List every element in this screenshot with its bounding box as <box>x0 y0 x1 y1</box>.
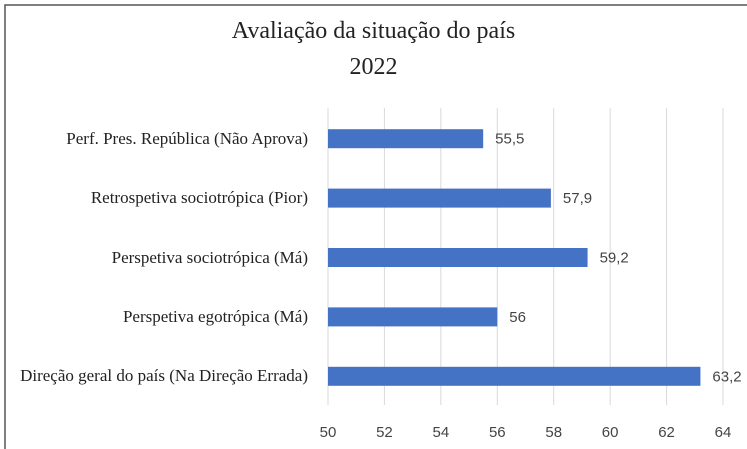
x-tick-label: 54 <box>433 424 450 441</box>
x-tick-label: 50 <box>320 424 337 441</box>
x-tick-label: 52 <box>376 424 393 441</box>
chart-title: Avaliação da situação do país <box>231 18 516 44</box>
bar <box>328 307 498 327</box>
x-tick-label: 56 <box>489 424 506 441</box>
bar <box>328 129 484 149</box>
chart-subtitle: 2022 <box>349 54 398 80</box>
y-tick-label: Perf. Pres. República (Não Aprova) <box>66 128 308 148</box>
x-tick-label: 64 <box>715 424 732 441</box>
x-tick-label: 60 <box>602 424 619 441</box>
value-label: 56 <box>509 309 526 326</box>
y-tick-label: Retrospetiva sociotrópica (Pior) <box>90 188 308 208</box>
value-label: 57,9 <box>563 190 592 207</box>
y-tick-label: Perspetiva sociotrópica (Má) <box>111 247 308 267</box>
value-label: 63,2 <box>712 368 741 385</box>
frame <box>4 4 747 449</box>
bar <box>328 366 701 386</box>
x-tick-label: 62 <box>658 424 675 441</box>
bar <box>328 248 588 267</box>
value-label: 59,2 <box>600 249 629 266</box>
x-tick-label: 58 <box>545 424 562 441</box>
value-label: 55,5 <box>495 131 524 148</box>
y-tick-label: Direção geral do país (Na Direção Errada… <box>20 366 308 386</box>
bar <box>328 188 551 208</box>
y-tick-label: Perspetiva egotrópica (Má) <box>122 306 308 326</box>
